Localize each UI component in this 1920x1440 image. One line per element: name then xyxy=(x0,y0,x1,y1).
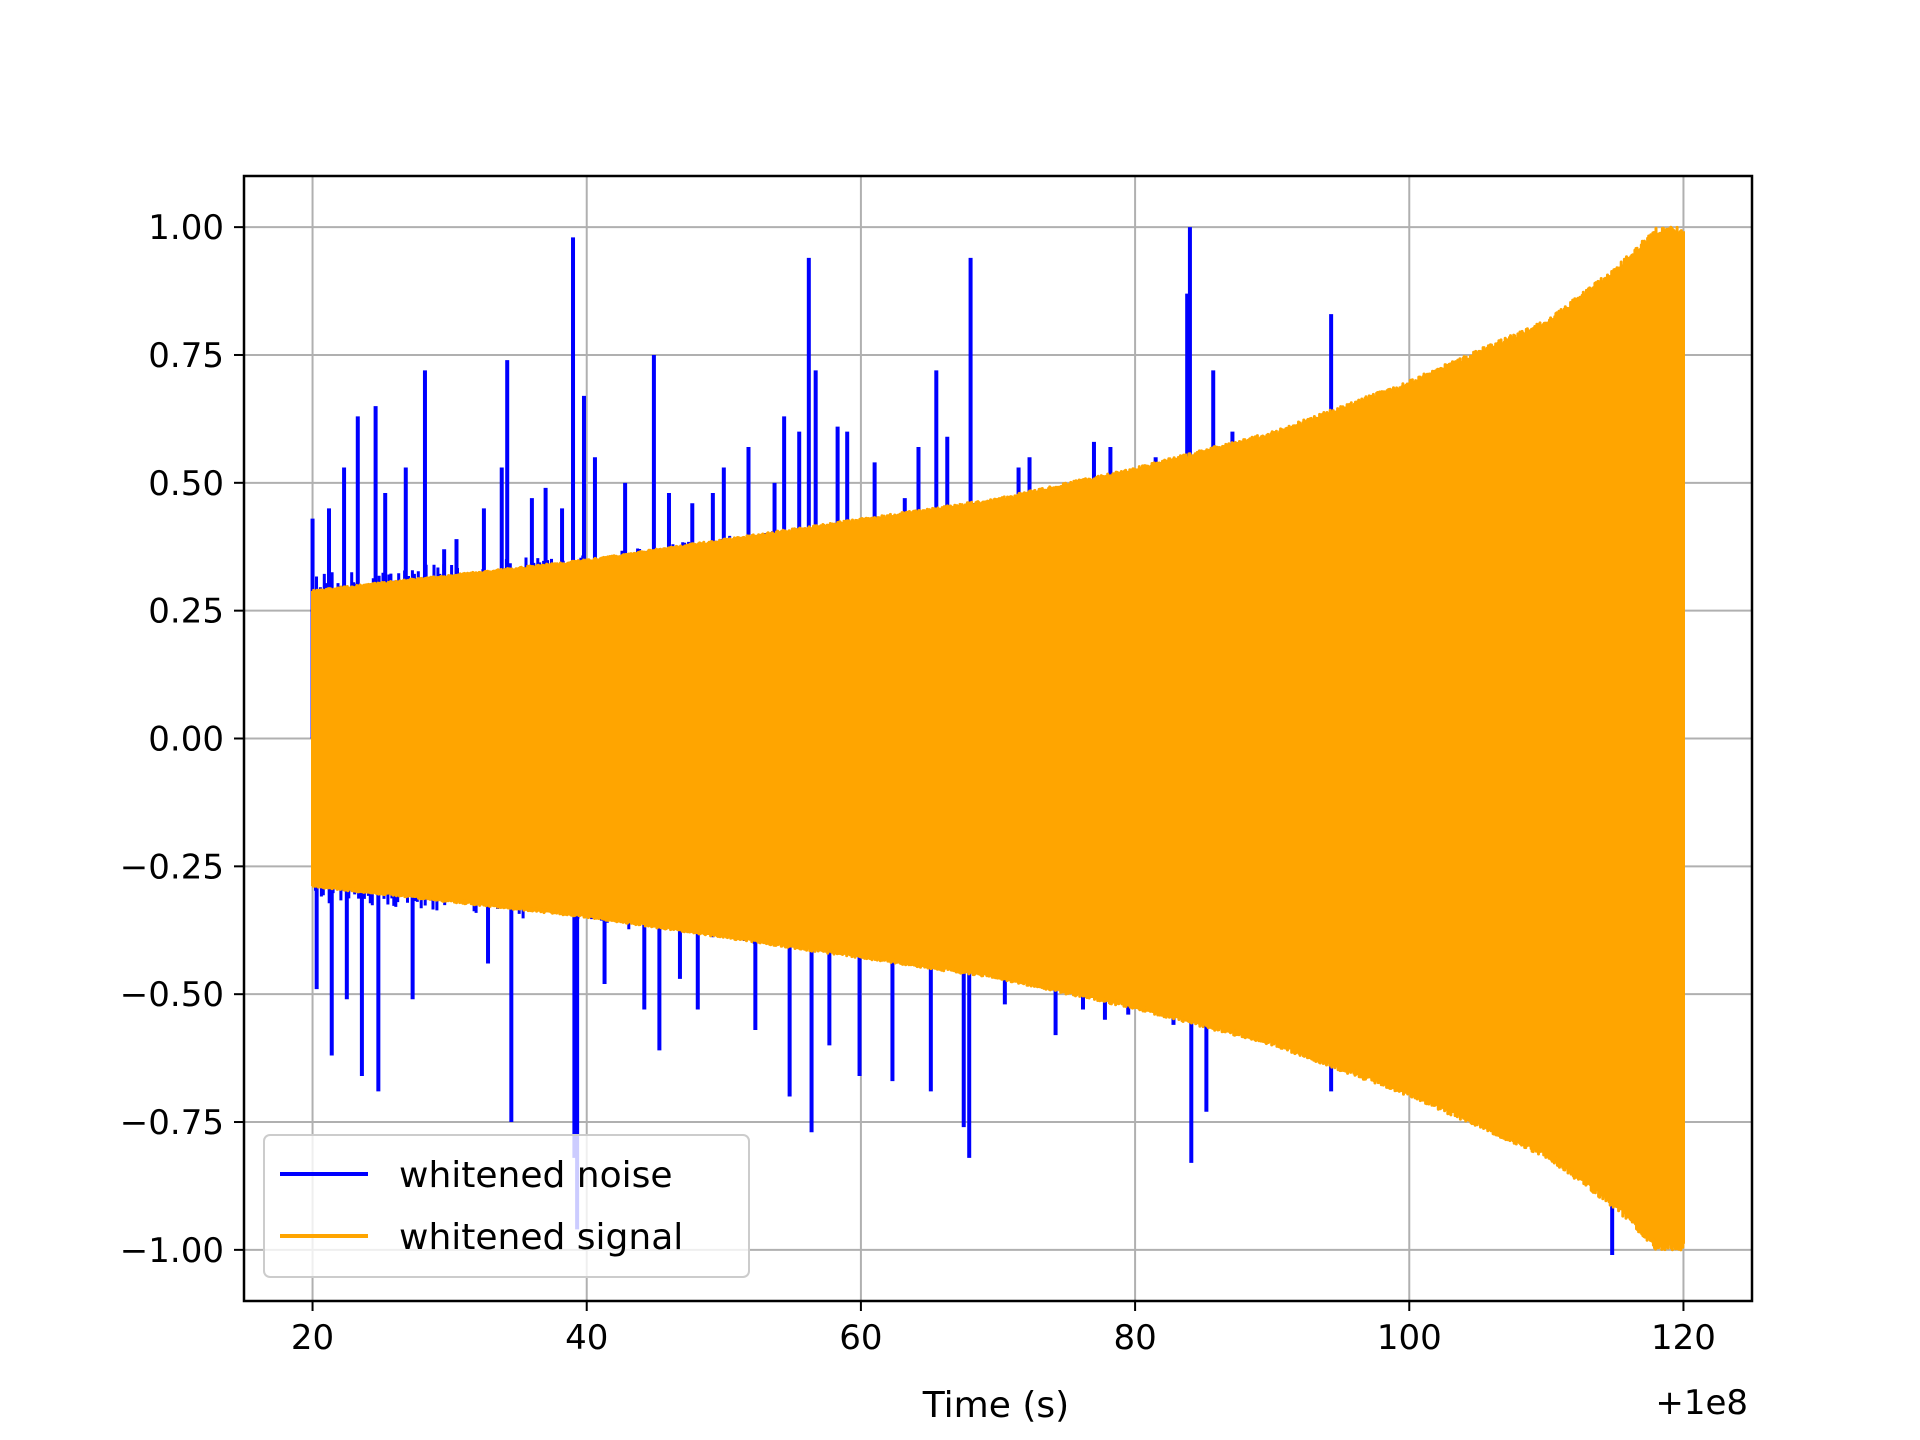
legend-label-noise: whitened noise xyxy=(399,1155,673,1196)
y-tick-label-0: 1.00 xyxy=(148,208,224,248)
y-tick-label-6: −0.50 xyxy=(120,975,224,1015)
x-tick-label-5: 120 xyxy=(1651,1318,1716,1358)
y-tick-label-2: 0.50 xyxy=(148,464,224,504)
plot-area xyxy=(310,225,1685,1255)
signal-body xyxy=(311,233,1685,1244)
x-tick-label-1: 40 xyxy=(565,1318,608,1358)
x-tick-label-2: 60 xyxy=(839,1318,882,1358)
legend: whitened noise whitened signal xyxy=(263,1134,750,1278)
y-axis: 1.00 0.75 0.50 0.25 0.00 −0.25 −0.50 −0.75 −1.00 xyxy=(120,208,244,1271)
legend-label-signal: whitened signal xyxy=(399,1217,683,1258)
y-tick-label-4: 0.00 xyxy=(148,720,224,760)
x-tick-label-4: 100 xyxy=(1377,1318,1442,1358)
y-tick-label-5: −0.25 xyxy=(120,847,224,887)
x-offset-label: +1e8 xyxy=(1655,1383,1748,1423)
x-tick-label-0: 20 xyxy=(291,1318,334,1358)
y-tick-label-3: 0.25 xyxy=(148,592,224,632)
x-axis: 20 40 60 80 100 120 xyxy=(291,1301,1716,1358)
y-tick-label-7: −0.75 xyxy=(120,1103,224,1143)
legend-box xyxy=(263,1134,750,1278)
x-axis-label: Time (s) xyxy=(922,1385,1069,1426)
y-tick-label-8: −1.00 xyxy=(120,1231,224,1271)
x-tick-label-3: 80 xyxy=(1113,1318,1156,1358)
series-whitened-signal xyxy=(311,225,1685,1252)
y-tick-label-1: 0.75 xyxy=(148,336,224,376)
